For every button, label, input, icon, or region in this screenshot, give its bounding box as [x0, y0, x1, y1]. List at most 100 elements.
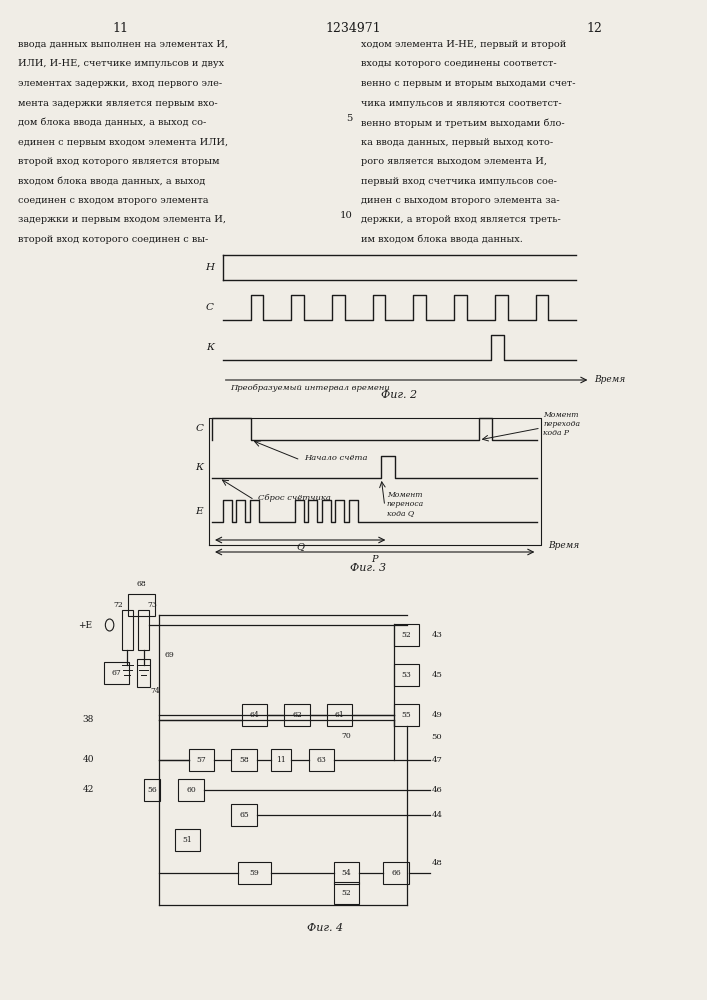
Text: Время: Время: [548, 542, 579, 550]
Bar: [144, 779, 160, 801]
Text: Р: Р: [371, 554, 378, 564]
Text: им входом блока ввода данных.: им входом блока ввода данных.: [361, 235, 522, 244]
Text: 44: 44: [431, 811, 443, 819]
Text: 45: 45: [431, 671, 443, 679]
Text: 52: 52: [402, 631, 411, 639]
Text: 68: 68: [136, 580, 146, 588]
Text: 5: 5: [346, 114, 353, 123]
Text: задержки и первым входом элемента И,: задержки и первым входом элемента И,: [18, 216, 226, 225]
Bar: [178, 779, 204, 801]
Text: Фиг. 2: Фиг. 2: [381, 390, 418, 400]
Text: 66: 66: [391, 869, 401, 877]
Text: соединен с входом второго элемента: соединен с входом второго элемента: [18, 196, 208, 205]
Bar: [137, 659, 150, 687]
Bar: [231, 804, 257, 826]
Text: 40: 40: [83, 756, 94, 764]
Text: ходом элемента И-НЕ, первый и второй: ходом элемента И-НЕ, первый и второй: [361, 40, 566, 49]
Text: Фиг. 3: Фиг. 3: [349, 563, 386, 573]
Text: 43: 43: [431, 631, 443, 639]
Text: 42: 42: [83, 786, 94, 794]
Text: 1234971: 1234971: [326, 22, 381, 35]
Text: 59: 59: [250, 869, 259, 877]
Text: 53: 53: [402, 671, 411, 679]
Text: ввода данных выполнен на элементах И,: ввода данных выполнен на элементах И,: [18, 40, 228, 49]
Text: держки, а второй вход является треть-: держки, а второй вход является треть-: [361, 216, 561, 225]
Text: рого является выходом элемента И,: рого является выходом элемента И,: [361, 157, 547, 166]
Text: 65: 65: [239, 811, 249, 819]
Text: чика импульсов и являются соответст-: чика импульсов и являются соответст-: [361, 99, 561, 107]
Text: 54: 54: [341, 869, 351, 877]
Text: 12: 12: [586, 22, 602, 35]
Text: К: К: [195, 462, 204, 472]
Text: 38: 38: [83, 716, 94, 724]
Text: 46: 46: [431, 786, 443, 794]
Text: Преобразуемый интервал времени: Преобразуемый интервал времени: [230, 384, 390, 392]
Text: 11: 11: [112, 22, 128, 35]
Text: первый вход счетчика импульсов сое-: первый вход счетчика импульсов сое-: [361, 177, 556, 186]
Text: Е: Е: [196, 506, 203, 516]
Text: динен с выходом второго элемента за-: динен с выходом второго элемента за-: [361, 196, 559, 205]
Text: Начало счёта: Начало счёта: [304, 454, 368, 462]
Text: 67: 67: [112, 669, 122, 677]
Bar: [104, 662, 129, 684]
Bar: [138, 610, 148, 650]
Bar: [394, 704, 419, 726]
Bar: [334, 882, 359, 904]
Bar: [394, 624, 419, 646]
Text: 57: 57: [197, 756, 206, 764]
Bar: [271, 749, 291, 771]
Text: входом блока ввода данных, а выход: входом блока ввода данных, а выход: [18, 177, 205, 186]
Text: С: С: [195, 424, 204, 433]
Bar: [128, 594, 155, 616]
Text: 64: 64: [250, 711, 259, 719]
Text: Момент
переноса
кода Q: Момент переноса кода Q: [387, 491, 424, 517]
Text: 11: 11: [276, 756, 286, 764]
Text: 58: 58: [239, 756, 249, 764]
Text: второй вход которого является вторым: второй вход которого является вторым: [18, 157, 219, 166]
Text: дом блока ввода данных, а выход со-: дом блока ввода данных, а выход со-: [18, 118, 206, 127]
Text: венно с первым и вторым выходами счет-: венно с первым и вторым выходами счет-: [361, 79, 575, 88]
Text: мента задержки является первым вхо-: мента задержки является первым вхо-: [18, 99, 217, 107]
Text: 56: 56: [147, 786, 157, 794]
Bar: [231, 749, 257, 771]
Text: 48: 48: [431, 859, 443, 867]
Text: 55: 55: [402, 711, 411, 719]
Bar: [327, 704, 352, 726]
Text: 52: 52: [341, 889, 351, 897]
Text: 74: 74: [150, 687, 160, 695]
Text: 70: 70: [341, 732, 351, 740]
Text: Н: Н: [206, 263, 214, 272]
Bar: [189, 749, 214, 771]
Text: входы которого соединены соответст-: входы которого соединены соответст-: [361, 60, 556, 68]
Text: Фиг. 4: Фиг. 4: [307, 923, 344, 933]
Text: Время: Время: [594, 375, 625, 384]
Bar: [334, 862, 359, 884]
Bar: [309, 749, 334, 771]
Text: 61: 61: [334, 711, 344, 719]
Text: 72: 72: [113, 601, 123, 609]
Text: 69: 69: [165, 651, 175, 659]
Text: единен с первым входом элемента ИЛИ,: единен с первым входом элемента ИЛИ,: [18, 138, 228, 147]
Text: 63: 63: [317, 756, 327, 764]
Bar: [242, 704, 267, 726]
Bar: [284, 704, 310, 726]
Bar: [175, 829, 200, 851]
Text: 10: 10: [340, 212, 353, 221]
Bar: [122, 610, 132, 650]
Text: К: К: [206, 343, 214, 352]
Text: 51: 51: [182, 836, 192, 844]
Bar: [394, 664, 419, 686]
Text: Сброс счётчика: Сброс счётчика: [258, 494, 331, 502]
Text: С: С: [206, 303, 214, 312]
Text: элементах задержки, вход первого эле-: элементах задержки, вход первого эле-: [18, 79, 222, 88]
Bar: [383, 862, 409, 884]
Text: 60: 60: [186, 786, 196, 794]
Text: 50: 50: [431, 733, 443, 741]
Bar: [238, 862, 271, 884]
Text: венно вторым и третьим выходами бло-: венно вторым и третьим выходами бло-: [361, 118, 564, 127]
Text: 49: 49: [431, 711, 443, 719]
Text: Q: Q: [296, 542, 304, 552]
Text: 73: 73: [148, 601, 158, 609]
Text: ИЛИ, И-НЕ, счетчике импульсов и двух: ИЛИ, И-НЕ, счетчике импульсов и двух: [18, 60, 224, 68]
Text: Момент
перехода
кода Р: Момент перехода кода Р: [543, 411, 580, 437]
